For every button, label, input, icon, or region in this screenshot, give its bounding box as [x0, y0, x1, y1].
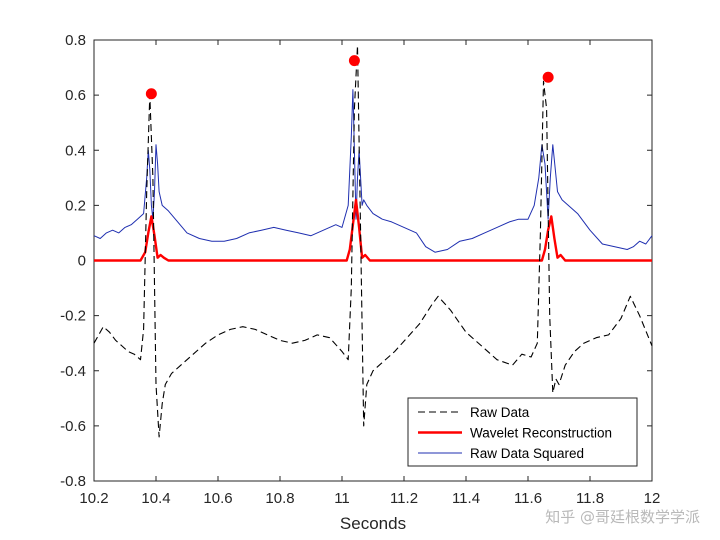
x-tick-label: 11.4: [452, 490, 480, 507]
series-layer: [93, 44, 653, 438]
legend-label: Wavelet Reconstruction: [470, 426, 612, 441]
y-tick-label: -0.8: [60, 473, 86, 490]
x-tick-label: 11.6: [514, 490, 542, 507]
y-tick-label: 0.2: [65, 197, 86, 214]
y-tick-label: -0.4: [60, 363, 86, 380]
x-tick-label: 10.2: [79, 490, 108, 507]
series-line-raw-data: [93, 44, 653, 438]
peak-marker: [145, 88, 157, 100]
y-tick-label: -0.6: [60, 418, 86, 435]
x-axis: 10.2 10.4 10.6 10.8 11 11.2 11.4 11.6 11.8 12: [79, 40, 660, 507]
x-tick-label: 11.2: [390, 490, 418, 507]
y-tick-label: 0: [78, 253, 86, 270]
x-tick-label: 10.6: [203, 490, 232, 507]
series-line-raw-data-squared: [93, 89, 653, 253]
y-tick-label: -0.2: [60, 308, 86, 325]
y-tick-label: 0.8: [65, 32, 86, 49]
y-tick-label: 0.4: [65, 142, 86, 159]
x-tick-label: 11.8: [576, 490, 604, 507]
y-axis: 0.8 0.6 0.4 0.2 0 -0.2 -0.4 -0.6 -0.8: [60, 32, 652, 490]
x-axis-label: Seconds: [340, 514, 406, 533]
peak-marker: [348, 55, 360, 67]
legend-label: Raw Data Squared: [470, 446, 584, 461]
legend-label: Raw Data: [470, 405, 530, 420]
x-tick-label: 10.4: [141, 490, 170, 507]
x-tick-label: 11: [334, 490, 350, 507]
watermark: 知乎 @哥廷根数学学派: [545, 508, 700, 526]
x-tick-label: 12: [644, 490, 661, 507]
y-tick-label: 0.6: [65, 87, 86, 104]
peak-markers: [145, 55, 554, 100]
legend: Raw Data Wavelet Reconstruction Raw Data S…: [407, 397, 638, 467]
peak-marker: [542, 71, 554, 83]
x-tick-label: 10.8: [265, 490, 294, 507]
